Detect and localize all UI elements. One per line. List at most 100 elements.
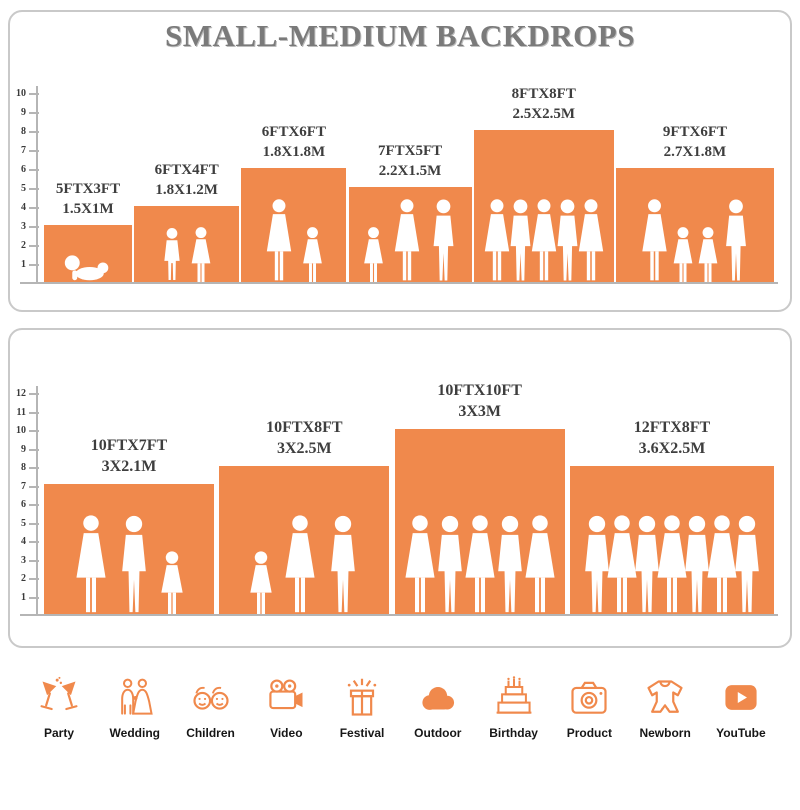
size-label-m: 3X3M — [458, 403, 501, 421]
size-label-ft: 10FTX8FT — [266, 419, 343, 437]
person-woman-silhouette — [657, 515, 687, 613]
ruler-number: 2 — [21, 573, 26, 584]
product-icon — [571, 681, 607, 714]
size-label-m: 2.2X1.5M — [378, 162, 442, 179]
ruler-tick — [29, 150, 39, 152]
person-child-girl-silhouette — [303, 227, 322, 282]
backdrop-size-label: 12FTX8FT 3.6X2.5M — [634, 418, 710, 460]
ruler-number: 7 — [21, 480, 26, 492]
backdrop-size-infographic: SMALL-MEDIUM BACKDROPS 1 2 3 4 5 6 7 8 9 10 5FTX3F… — [0, 10, 800, 810]
size-label-m: 1.5X1M — [62, 200, 114, 217]
category-children: Children — [178, 676, 244, 740]
ruler-number: 6 — [21, 164, 26, 175]
panel-small-medium: SMALL-MEDIUM BACKDROPS 1 2 3 4 5 6 7 8 9 10 5FTX3F… — [8, 10, 792, 312]
person-man-silhouette — [510, 199, 531, 281]
ruler-number: 1 — [21, 591, 26, 603]
video-icon — [269, 679, 303, 710]
backdrop-rect — [615, 168, 774, 282]
people-silhouettes — [245, 514, 363, 614]
children-icon — [192, 686, 229, 710]
person-child-girl-silhouette — [698, 227, 718, 282]
page-title: SMALL-MEDIUM BACKDROPS — [165, 18, 635, 53]
ruler-number: 5 — [21, 517, 26, 529]
size-label-m: 1.8X1.2M — [155, 181, 218, 198]
ruler-number: 4 — [21, 536, 26, 547]
panel-large: 1 2 3 4 5 6 7 8 9 10 11 12 10FTX7FT 3X2.1M 10FTX8FT 3X2… — [8, 328, 792, 648]
person-baby-silhouette — [64, 255, 109, 281]
birthday-icon — [496, 676, 532, 714]
size-label-ft: 6FTX4FT — [154, 162, 219, 178]
ruler-number: 11 — [16, 406, 26, 418]
backdrop-bar: 6FTX4FT 1.8X1.2M — [134, 161, 240, 282]
person-woman-silhouette — [266, 199, 292, 281]
person-man-silhouette — [685, 515, 709, 613]
backdrop-size-label: 10FTX10FT 3X3M — [437, 381, 521, 423]
ruler-number: 8 — [21, 126, 26, 137]
people-silhouettes — [360, 198, 461, 282]
person-child-girl-silhouette — [364, 227, 383, 282]
ruler-number: 3 — [21, 554, 26, 566]
category-video: Video — [253, 676, 319, 740]
people-silhouettes — [62, 252, 115, 282]
bars-row: 10FTX7FT 3X2.1M 10FTX8FT 3X2.5M 10FTX10FT 3X3… — [44, 381, 774, 614]
person-woman-silhouette — [578, 199, 603, 281]
backdrop-size-label: 6FTX6FT 1.8X1.8M — [262, 123, 326, 162]
person-man-silhouette — [557, 199, 578, 281]
ruler-tick — [29, 541, 39, 543]
person-man-silhouette — [122, 515, 146, 613]
ruler-number: 1 — [21, 259, 26, 270]
person-child-girl-silhouette — [250, 551, 272, 614]
people-silhouettes — [479, 198, 608, 282]
backdrop-rect — [394, 429, 565, 614]
ruler-tick — [29, 245, 39, 247]
category-newborn: Newborn — [632, 676, 698, 740]
baseline — [20, 614, 778, 616]
backdrop-bar: 6FTX6FT 1.8X1.8M — [241, 123, 347, 282]
person-man-silhouette — [735, 515, 759, 613]
person-woman-silhouette — [285, 515, 315, 613]
size-label-ft: 7FTX5FT — [377, 143, 443, 159]
people-silhouettes — [159, 226, 215, 282]
size-label-m: 3X2.1M — [101, 458, 157, 476]
backdrop-size-label: 8FTX8FT 2.5X2.5M — [512, 85, 576, 124]
backdrop-rect — [569, 466, 774, 614]
size-label-m: 1.8X1.8M — [262, 143, 326, 160]
category-row: Party Wedding Children Video Festival Outdoor… — [8, 676, 792, 740]
ruler-number: 2 — [21, 240, 26, 251]
people-silhouettes — [261, 198, 326, 282]
category-birthday: Birthday — [481, 676, 547, 740]
ruler-number: 12 — [16, 388, 26, 399]
person-man-silhouette — [331, 515, 356, 613]
people-silhouettes — [70, 514, 188, 614]
ruler-number: 5 — [21, 183, 26, 194]
festival-icon — [347, 678, 377, 716]
person-man-silhouette — [497, 515, 522, 613]
newborn-icon — [647, 680, 683, 713]
ruler-tick — [29, 485, 39, 488]
person-woman-silhouette — [525, 515, 555, 613]
person-woman-silhouette — [405, 515, 435, 613]
size-label-m: 2.5X2.5M — [512, 105, 575, 122]
category-outdoor: Outdoor — [405, 676, 471, 740]
category-label: YouTube — [716, 726, 766, 740]
ruler-number: 9 — [21, 443, 26, 455]
size-label-ft: 10FTX10FT — [437, 382, 522, 400]
backdrop-rect — [44, 484, 214, 614]
people-silhouettes — [577, 514, 767, 614]
backdrop-bar: 12FTX8FT 3.6X2.5M — [569, 418, 774, 614]
ruler-axis — [36, 86, 38, 284]
category-label: Product — [566, 726, 613, 740]
backdrop-bar: 10FTX8FT 3X2.5M — [219, 418, 390, 614]
ruler-tick — [29, 448, 39, 451]
ruler-tick — [29, 112, 39, 114]
person-woman-silhouette — [531, 199, 556, 281]
category-label: Video — [270, 726, 303, 740]
category-wedding: Wedding — [102, 676, 168, 740]
person-woman-silhouette — [707, 515, 737, 613]
ruler-number: 3 — [21, 221, 26, 232]
ruler-number: 8 — [21, 462, 26, 473]
backdrop-bar: 10FTX7FT 3X2.1M — [44, 436, 214, 614]
ruler-tick — [29, 467, 39, 469]
ruler-tick — [29, 226, 39, 228]
ruler-tick — [29, 559, 39, 562]
